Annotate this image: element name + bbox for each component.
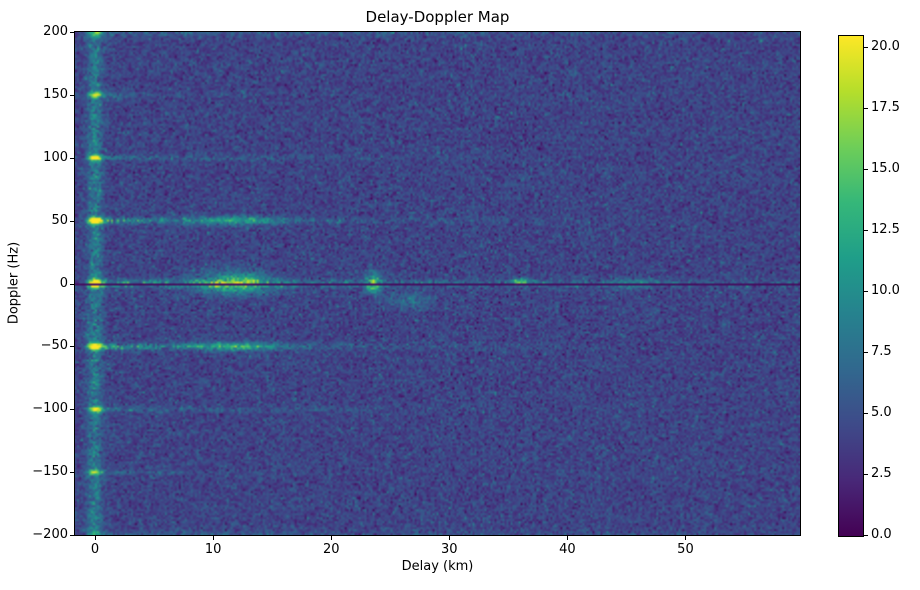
x-tick-mark [95, 536, 97, 540]
y-tick-mark [70, 220, 74, 222]
x-tick-mark [685, 536, 687, 540]
y-tick-label: 150 [43, 86, 68, 102]
x-tick-mark [449, 536, 451, 540]
colorbar-tick-mark [864, 108, 868, 110]
y-tick-mark [70, 283, 74, 285]
colorbar-tick-label: 2.5 [871, 466, 892, 482]
y-tick-label: 100 [43, 149, 68, 165]
colorbar-tick-mark [864, 535, 868, 536]
colorbar-tick-label: 10.0 [871, 283, 900, 299]
y-tick-mark [70, 94, 74, 96]
colorbar-tick-mark [864, 47, 868, 49]
colorbar-tick-mark [864, 291, 868, 293]
y-tick-label: −200 [32, 527, 68, 542]
y-tick-mark [70, 346, 74, 348]
y-tick-mark [70, 32, 74, 33]
y-axis-label: Doppler (Hz) [6, 241, 22, 325]
colorbar-tick-label: 0.0 [871, 527, 892, 542]
colorbar-tick-label: 17.5 [871, 100, 900, 116]
y-tick-label: −100 [32, 401, 68, 417]
x-tick-label: 30 [441, 542, 458, 557]
colorbar-tick-mark [864, 169, 868, 171]
x-tick-label: 40 [559, 542, 576, 557]
y-tick-label: 50 [51, 212, 68, 228]
y-tick-label: 0 [59, 275, 68, 291]
y-tick-label: −150 [32, 464, 68, 480]
colorbar-tick-label: 15.0 [871, 161, 900, 177]
y-tick-mark [70, 535, 74, 536]
colorbar-tick-label: 12.5 [871, 222, 900, 238]
delay-doppler-heatmap [74, 31, 801, 536]
y-tick-mark [70, 472, 74, 474]
colorbar-tick-label: 7.5 [871, 344, 892, 360]
y-tick-mark [70, 157, 74, 159]
colorbar-tick-mark [864, 230, 868, 232]
colorbar-tick-mark [864, 413, 868, 415]
colorbar-tick-label: 5.0 [871, 405, 892, 421]
y-tick-label: −50 [40, 338, 68, 354]
colorbar [838, 35, 864, 537]
x-tick-mark [331, 536, 333, 540]
y-tick-mark [70, 409, 74, 411]
y-tick-label: 200 [43, 24, 68, 39]
x-axis-label: Delay (km) [401, 559, 474, 574]
x-tick-mark [213, 536, 215, 540]
chart-title: Delay-Doppler Map [365, 8, 510, 26]
colorbar-tick-mark [864, 352, 868, 354]
colorbar-tick-label: 20.0 [871, 39, 900, 55]
x-tick-mark [567, 536, 569, 540]
x-tick-label: 20 [322, 542, 340, 557]
colorbar-tick-mark [864, 474, 868, 476]
x-tick-label: 0 [90, 542, 100, 557]
x-tick-label: 10 [204, 542, 222, 557]
x-tick-label: 50 [677, 542, 694, 557]
